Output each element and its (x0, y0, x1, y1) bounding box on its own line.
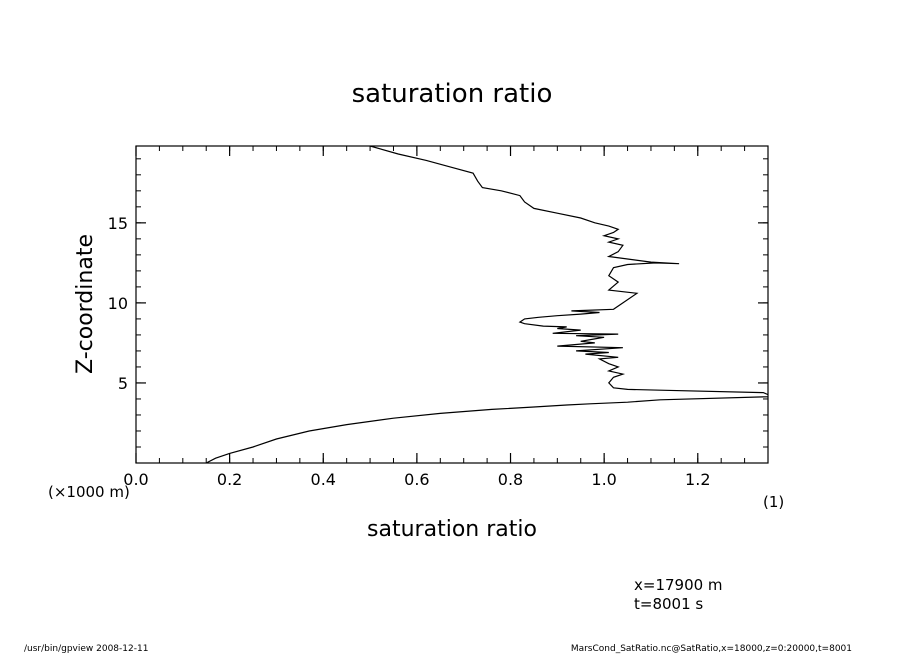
x-tick-label: 0.8 (498, 470, 523, 489)
plot-area: 0.0 0.2 0.4 0.6 0.8 1.0 1.2 5 10 15 (108, 145, 769, 489)
x-tick-label: 0.0 (123, 470, 148, 489)
y-axis-unit: (×1000 m) (48, 483, 130, 501)
footer-left: /usr/bin/gpview 2008-12-11 (24, 644, 148, 654)
y-axis-ticks: 5 10 15 (108, 214, 768, 393)
x-tick-label: 0.6 (404, 470, 429, 489)
series-line-saturation-ratio (205, 146, 768, 463)
annotation-x-position: x=17900 m (634, 576, 723, 594)
x-tick-label: 0.2 (217, 470, 242, 489)
x-tick-label: 1.2 (685, 470, 710, 489)
x-tick-label: 1.0 (591, 470, 616, 489)
y-tick-label: 15 (108, 214, 128, 233)
minor-ticks (135, 146, 769, 464)
x-tick-label: 0.4 (311, 470, 336, 489)
y-tick-label: 5 (118, 374, 128, 393)
chart-title: saturation ratio (352, 79, 553, 109)
y-axis-label: Z-coordinate (73, 234, 98, 374)
footer-right: MarsCond_SatRatio.nc@SatRatio,x=18000,z=… (571, 644, 852, 654)
y-tick-label: 10 (108, 294, 128, 313)
x-axis-unit: (1) (763, 493, 784, 511)
x-axis-label: saturation ratio (367, 517, 537, 542)
annotation-time: t=8001 s (634, 595, 703, 613)
plot-frame (135, 145, 769, 464)
x-axis-ticks: 0.0 0.2 0.4 0.6 0.8 1.0 1.2 (123, 146, 711, 489)
